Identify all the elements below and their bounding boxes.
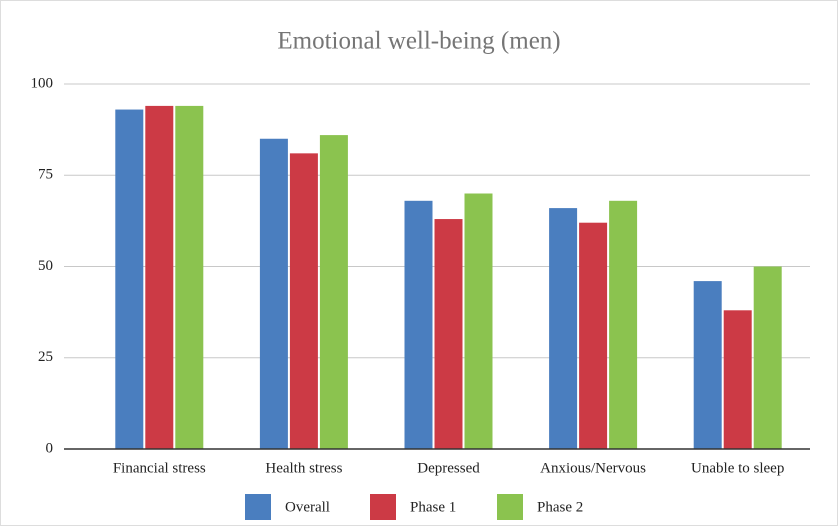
y-tick-label: 75 [38,167,53,183]
legend-label: Phase 2 [537,499,583,515]
x-tick-label: Anxious/Nervous [540,460,646,476]
bar [289,153,318,449]
legend-label: Overall [285,499,330,515]
bar [723,310,752,449]
y-tick-label: 50 [38,258,53,274]
chart-title: Emotional well-being (men) [277,28,560,55]
bar [145,105,174,450]
bar [693,281,722,449]
x-tick-label: Unable to sleep [691,460,784,476]
bar [404,200,433,449]
bar [579,222,608,449]
x-tick-label: Depressed [417,460,480,476]
x-tick-label: Health stress [265,460,342,476]
bar [175,105,204,450]
legend-label: Phase 1 [410,499,456,515]
y-tick-label: 0 [46,440,54,456]
bar [753,266,782,449]
bar [464,193,493,449]
bar [319,135,348,449]
bar [115,109,144,450]
y-tick-label: 100 [31,75,54,91]
legend-swatch [370,494,396,520]
legend-swatch [245,494,271,520]
x-tick-label: Financial stress [113,460,206,476]
legend-swatch [497,494,523,520]
y-tick-label: 25 [38,349,53,365]
bar [434,219,463,449]
bar [259,138,288,449]
bar [549,208,578,449]
bar [609,200,638,449]
